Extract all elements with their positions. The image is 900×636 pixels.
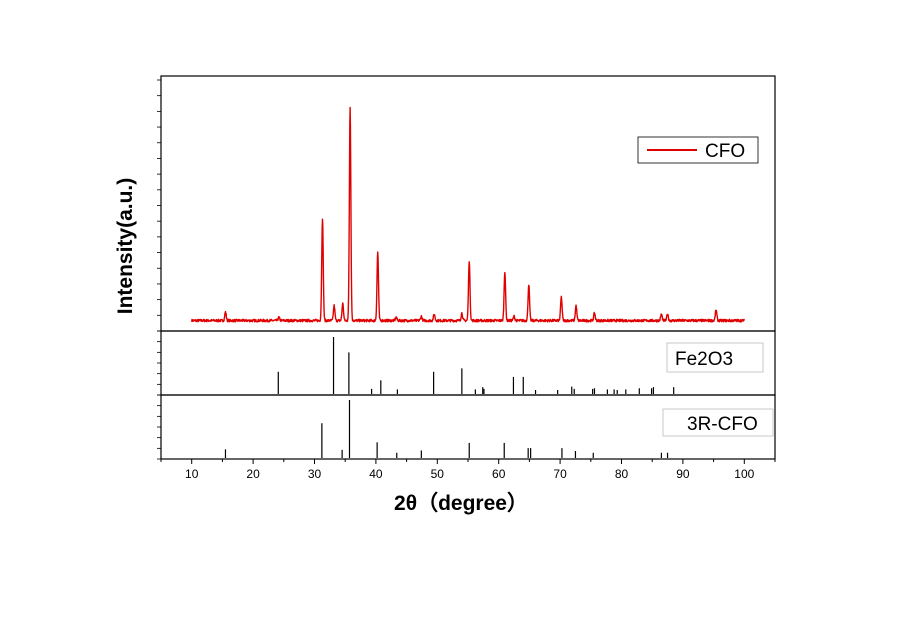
y-axis-title: Intensity(a.u.) <box>114 178 137 315</box>
fe2o3-legend-box <box>666 342 764 373</box>
x-tick-label-50: 50 <box>431 467 445 481</box>
x-tick-label-100: 100 <box>734 467 754 481</box>
x-tick-label-30: 30 <box>308 467 322 481</box>
cfo-legend-label: CFO <box>705 141 745 162</box>
cfo-pattern-line <box>191 106 745 323</box>
x-tick-label-90: 90 <box>676 467 690 481</box>
3r-cfo-stick-layer <box>224 400 669 458</box>
x-tick-label-20: 20 <box>246 467 260 481</box>
x-tick-label-70: 70 <box>553 467 567 481</box>
3r-cfo-legend-label: 3R-CFO <box>687 414 758 435</box>
fe2o3-stick-layer <box>277 337 675 394</box>
y-axis-minor-ticks <box>157 79 161 460</box>
x-tick-label-10: 10 <box>185 467 199 481</box>
x-axis-title: 2θ（degree） <box>394 491 528 515</box>
3r-cfo-legend: 3R-CFO <box>662 408 774 437</box>
x-tick-label-80: 80 <box>615 467 629 481</box>
3r-cfo-legend-box <box>662 408 774 437</box>
x-tick-label-40: 40 <box>369 467 383 481</box>
cfo-pattern-layer <box>191 106 745 323</box>
fe2o3-legend: Fe2O3 <box>666 342 764 373</box>
x-tick-label-60: 60 <box>492 467 506 481</box>
fe2o3-legend-label: Fe2O3 <box>675 349 733 370</box>
x-axis-ticks: 10 20 30 40 50 60 70 80 90 100 <box>160 459 776 481</box>
cfo-legend: CFO <box>637 136 759 164</box>
